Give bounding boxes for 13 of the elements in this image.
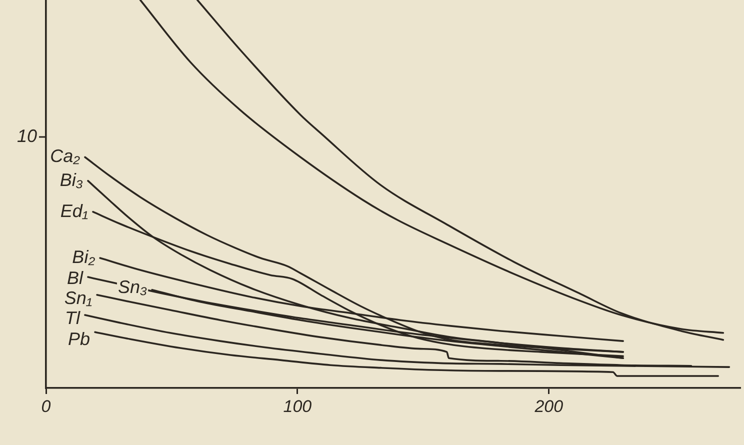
series-label: Ed₁ xyxy=(60,200,88,221)
series-label: Bi₂ xyxy=(72,247,96,268)
x-tick-label: 0 xyxy=(41,396,52,416)
text: 10 xyxy=(16,126,37,146)
series-label: Sn₃ xyxy=(118,276,148,297)
series-label: Ca₂ xyxy=(50,146,80,166)
series-label: Sn₁ xyxy=(64,288,92,308)
series-label: Bl xyxy=(66,268,84,288)
x-tick-label: 200 xyxy=(534,396,564,416)
series-label: Bi₃ xyxy=(60,170,83,190)
series-label: Pb xyxy=(68,329,90,350)
series-label: Tl xyxy=(64,308,81,328)
x-tick-label: 100 xyxy=(283,396,312,416)
